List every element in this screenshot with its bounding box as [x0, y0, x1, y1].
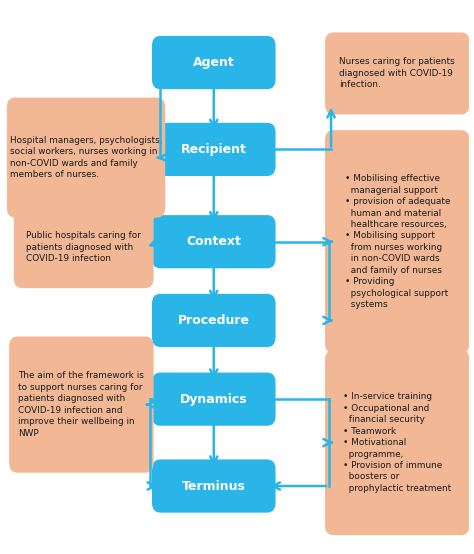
FancyBboxPatch shape: [152, 372, 275, 426]
Text: Hospital managers, psychologists,
social workers, nurses working in
non-COVID wa: Hospital managers, psychologists, social…: [10, 136, 162, 179]
FancyBboxPatch shape: [14, 206, 154, 288]
Text: Dynamics: Dynamics: [180, 393, 247, 406]
Text: Nurses caring for patients
diagnosed with COVID-19
infection.: Nurses caring for patients diagnosed wit…: [339, 58, 455, 89]
Text: • In-service training
• Occupational and
  financial security
• Teamwork
• Motiv: • In-service training • Occupational and…: [343, 392, 451, 493]
FancyBboxPatch shape: [325, 33, 469, 114]
FancyBboxPatch shape: [152, 123, 275, 176]
Text: Recipient: Recipient: [181, 143, 246, 156]
FancyBboxPatch shape: [152, 459, 275, 512]
Text: • Mobilising effective
  managerial support
• provision of adequate
  human and : • Mobilising effective managerial suppor…: [345, 175, 450, 309]
FancyBboxPatch shape: [7, 98, 165, 218]
FancyBboxPatch shape: [325, 130, 469, 353]
Text: Context: Context: [186, 235, 241, 248]
Text: Procedure: Procedure: [178, 314, 250, 327]
FancyBboxPatch shape: [9, 336, 154, 473]
Text: Terminus: Terminus: [182, 480, 246, 493]
FancyBboxPatch shape: [152, 36, 275, 89]
Text: The aim of the framework is
to support nurses caring for
patients diagnosed with: The aim of the framework is to support n…: [18, 372, 144, 438]
Text: Public hospitals caring for
patients diagnosed with
COVID-19 infection: Public hospitals caring for patients dia…: [26, 231, 141, 263]
FancyBboxPatch shape: [325, 350, 469, 535]
FancyBboxPatch shape: [152, 215, 275, 268]
Text: Agent: Agent: [193, 56, 235, 69]
FancyBboxPatch shape: [152, 294, 275, 347]
